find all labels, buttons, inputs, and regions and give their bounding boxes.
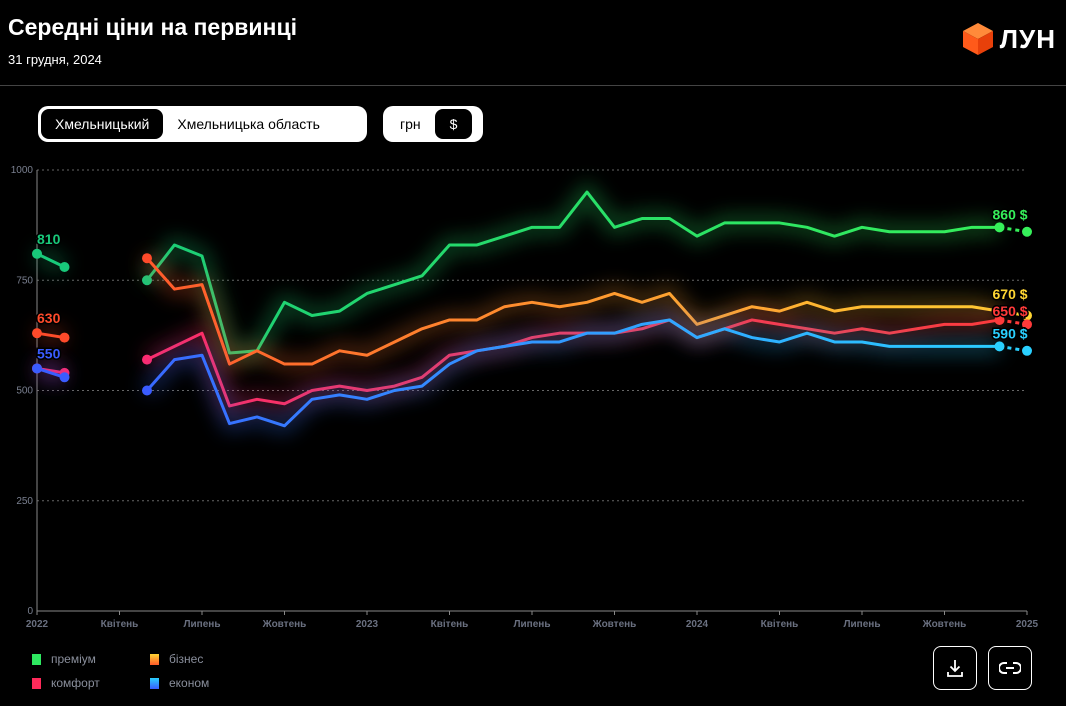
x-tick-label: 2022: [26, 619, 49, 630]
legend: преміум бізнес комфорт економ: [32, 652, 250, 690]
legend-item-business[interactable]: бізнес: [150, 652, 250, 666]
legend-item-premium[interactable]: преміум: [32, 652, 150, 666]
data-point: [1022, 310, 1032, 321]
y-tick-label: 1000: [11, 165, 34, 176]
data-point: [994, 341, 1005, 352]
region-option-city[interactable]: Хмельницький: [41, 109, 164, 139]
y-tick-label: 250: [16, 496, 33, 507]
data-point: [142, 354, 152, 365]
x-tick-label: Жовтень: [922, 619, 967, 630]
logo: ЛУН: [962, 22, 1056, 56]
data-point: [1022, 345, 1032, 356]
x-tick-label: Квітень: [431, 619, 469, 630]
download-icon: [947, 660, 963, 677]
x-tick-label: Липень: [844, 619, 881, 630]
currency-option-usd[interactable]: $: [434, 109, 473, 139]
legend-label: економ: [169, 676, 210, 690]
data-point: [142, 253, 152, 264]
data-point: [1022, 319, 1032, 330]
data-point: [59, 332, 70, 343]
legend-item-comfort[interactable]: комфорт: [32, 676, 150, 690]
region-option-oblast[interactable]: Хмельницька область: [177, 116, 320, 132]
download-button[interactable]: [933, 646, 977, 690]
end-value-label: 670 $: [993, 286, 1028, 302]
date-label: 31 грудня, 2024: [8, 52, 102, 67]
x-tick-label: Квітень: [101, 619, 139, 630]
legend-label: комфорт: [51, 676, 100, 690]
x-tick-label: Жовтень: [592, 619, 637, 630]
y-tick-label: 500: [16, 386, 33, 397]
x-tick-label: Липень: [184, 619, 221, 630]
y-tick-label: 750: [16, 275, 33, 286]
data-point: [59, 372, 70, 383]
end-value-label: 650 $: [993, 303, 1028, 319]
currency-option-uah[interactable]: грн: [400, 116, 421, 132]
legend-label: преміум: [51, 652, 96, 666]
data-point: [32, 328, 42, 339]
data-point: [32, 363, 42, 374]
swatch: [32, 653, 41, 665]
x-tick-label: Квітень: [761, 619, 799, 630]
end-value-label: 860 $: [993, 206, 1028, 222]
link-icon: [999, 662, 1021, 674]
legend-label: бізнес: [169, 652, 204, 666]
region-toggle: Хмельницький Хмельницька область: [38, 106, 367, 142]
end-value-label: 590 $: [993, 325, 1028, 341]
swatch: [150, 653, 159, 665]
start-value-label: 550: [37, 345, 61, 361]
data-point: [32, 248, 42, 259]
data-point: [994, 314, 1005, 325]
cube-logo-icon: [962, 23, 993, 55]
x-tick-label: Жовтень: [262, 619, 307, 630]
x-tick-label: Липень: [514, 619, 551, 630]
data-point: [142, 385, 152, 396]
data-point: [1022, 226, 1032, 237]
start-value-label: 810: [37, 231, 61, 247]
x-tick-label: 2025: [1016, 619, 1039, 630]
divider: [0, 85, 1066, 86]
data-point: [142, 275, 152, 286]
swatch: [32, 677, 41, 689]
legend-item-economy[interactable]: економ: [150, 676, 250, 690]
swatch: [150, 677, 159, 689]
series-line-преміум: [36, 190, 1000, 355]
x-tick-label: 2024: [686, 619, 709, 630]
y-tick-label: 0: [27, 606, 33, 617]
start-value-label: 630: [37, 310, 61, 326]
data-point: [994, 222, 1005, 233]
data-point: [59, 262, 70, 273]
copy-link-button[interactable]: [988, 646, 1032, 690]
logo-text: ЛУН: [999, 23, 1056, 54]
x-tick-label: 2023: [356, 619, 379, 630]
page-title: Середні ціни на первинці: [8, 14, 297, 40]
price-line-chart: 0 250 500 750 1000 2022 Квітень Липень Жовтень 20…: [11, 165, 1039, 630]
currency-toggle: грн $: [383, 106, 483, 142]
